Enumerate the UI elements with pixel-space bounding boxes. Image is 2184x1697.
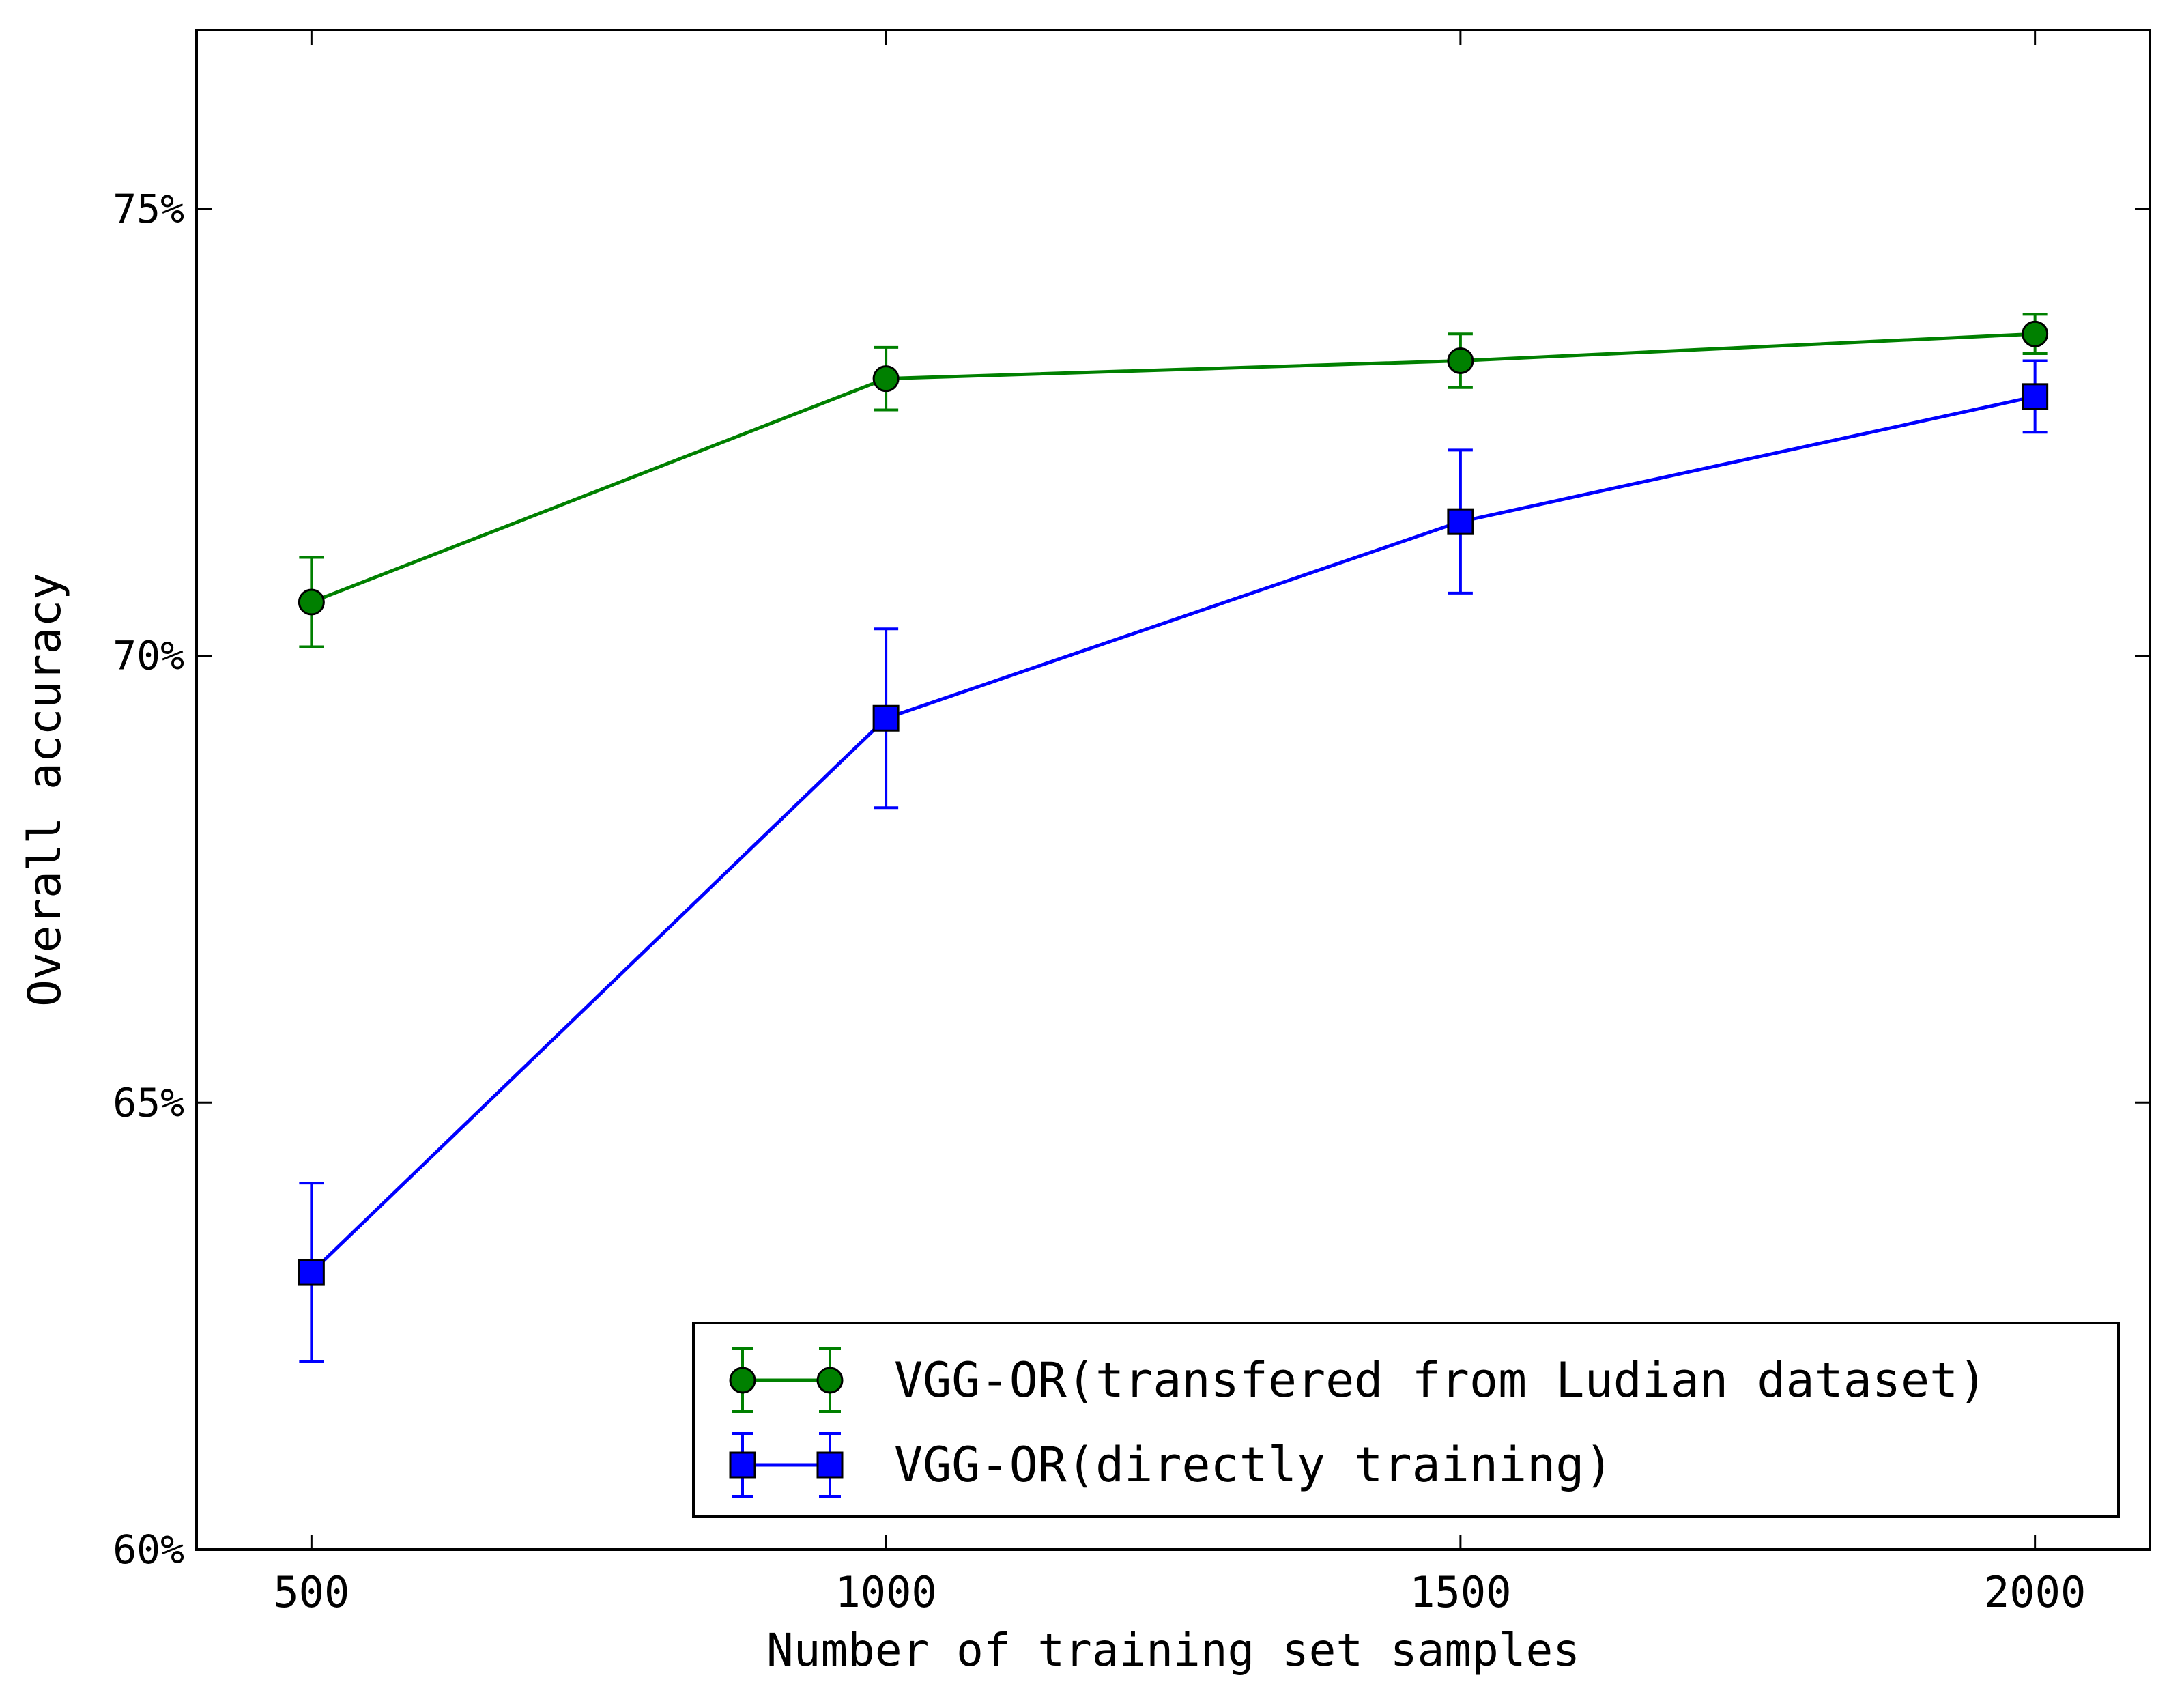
- legend-marker: [729, 1367, 756, 1394]
- series-2: [298, 359, 2049, 1364]
- data-point: [298, 588, 325, 616]
- data-point: [872, 704, 900, 732]
- legend-entry: VGG-OR(transfered from Ludian dataset): [729, 1347, 1987, 1413]
- legend-entry: VGG-OR(directly training): [729, 1432, 1613, 1498]
- x-tick-label: 500: [273, 1567, 349, 1617]
- x-axis-label: Number of training set samples: [766, 1624, 1580, 1677]
- series-layer: [298, 313, 2049, 1364]
- y-tick-label: 65%: [113, 1079, 184, 1126]
- x-tick-label: 1500: [1409, 1567, 1511, 1617]
- series-line: [311, 332, 2035, 604]
- data-point: [872, 365, 900, 393]
- x-tick-label: 2000: [1984, 1567, 2086, 1617]
- data-point: [1447, 347, 1474, 374]
- legend-marker: [729, 1451, 756, 1479]
- legend-marker: [816, 1451, 844, 1479]
- y-tick-label: 70%: [113, 633, 184, 679]
- y-axis-label: Overall accuracy: [18, 573, 71, 1007]
- legend: VGG-OR(transfered from Ludian dataset) VG…: [692, 1322, 2120, 1518]
- series-line: [310, 395, 2036, 1274]
- data-point: [2022, 320, 2049, 347]
- y-tick-label: 75%: [113, 186, 184, 232]
- y-tick-label: 60%: [113, 1526, 184, 1573]
- legend-box: [692, 1322, 2120, 1518]
- series-1: [298, 313, 2049, 648]
- legend-label: VGG-OR(directly training): [894, 1437, 1613, 1493]
- data-point: [2022, 383, 2049, 410]
- ticks-layer: 500 1000 1500 2000 60% 65% 70% 75%: [113, 30, 2150, 1617]
- data-point: [1447, 508, 1474, 535]
- data-point: [298, 1259, 325, 1286]
- legend-marker: [816, 1367, 844, 1394]
- x-tick-label: 1000: [835, 1567, 936, 1617]
- axes-frame: [195, 29, 2151, 1551]
- legend-label: VGG-OR(transfered from Ludian dataset): [894, 1352, 1987, 1408]
